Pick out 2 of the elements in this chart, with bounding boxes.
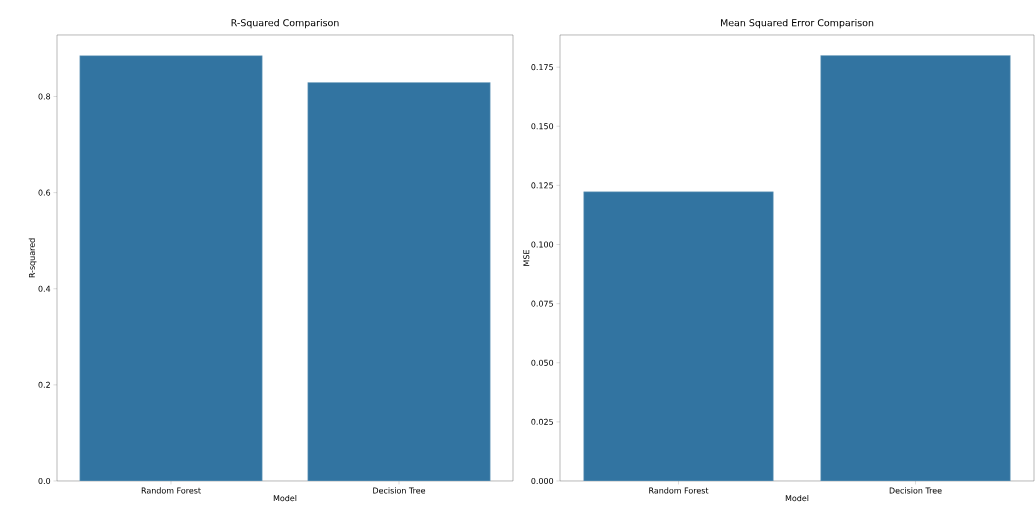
chart-title: R-Squared Comparison [231,18,339,29]
chart-title: Mean Squared Error Comparison [720,18,874,29]
